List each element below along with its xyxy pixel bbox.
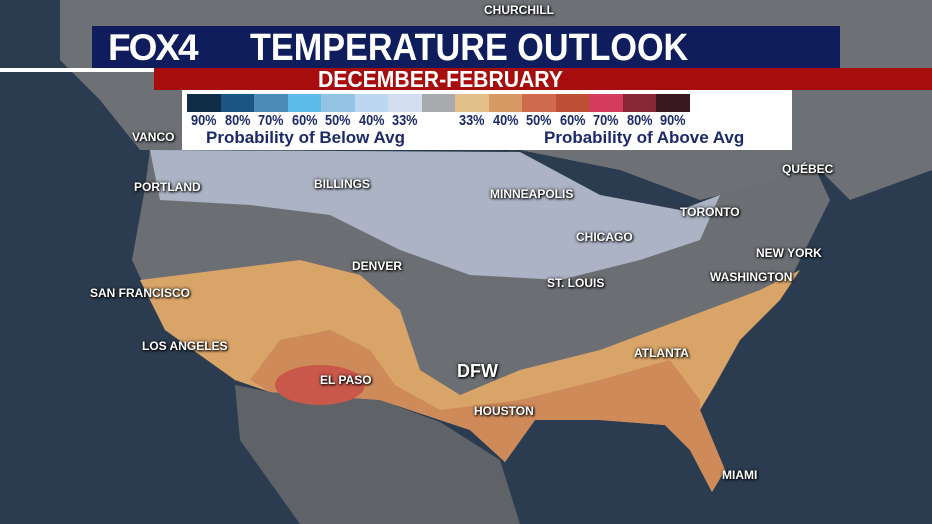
- page-title: TEMPERATURE OUTLOOK: [250, 27, 689, 69]
- city-label: CHICAGO: [576, 230, 633, 244]
- above-avg-33-region: [140, 260, 800, 492]
- below-avg-label: Probability of Below Avg: [206, 128, 405, 147]
- legend-swatch: [488, 94, 522, 112]
- city-label: VANCO: [132, 130, 175, 144]
- legend-percent: 50%: [324, 112, 351, 129]
- city-label: EL PASO: [320, 373, 372, 387]
- subtitle-bar: [154, 68, 932, 90]
- city-label: SAN FRANCISCO: [90, 286, 191, 300]
- city-label: ATLANTA: [634, 346, 689, 360]
- legend-percent: 90%: [659, 112, 686, 129]
- legend-percent: 90%: [190, 112, 217, 129]
- city-label: NEW YORK: [756, 246, 822, 260]
- legend-percent: 50%: [525, 112, 552, 129]
- legend-swatch: [622, 94, 656, 112]
- mexico-land: [235, 385, 520, 524]
- legend-swatch: [287, 94, 321, 112]
- below-avg-region: [150, 150, 720, 280]
- legend-percent: 80%: [626, 112, 653, 129]
- city-label: DENVER: [352, 259, 403, 273]
- legend-percent: 70%: [592, 112, 619, 129]
- legend-percent: 60%: [291, 112, 318, 129]
- subtitle: DECEMBER-FEBRUARY: [318, 66, 563, 92]
- legend-labels: 90% 80% 70% 60% 50% 40% 33% 33% 40% 50% 60% 70% 80% 9…: [187, 112, 772, 129]
- legend-swatch: [220, 94, 254, 112]
- legend-swatch: [254, 94, 288, 112]
- city-label: MINNEAPOLIS: [490, 187, 574, 201]
- legend-percent: 70%: [257, 112, 284, 129]
- legend-percent: 60%: [559, 112, 586, 129]
- legend-swatch: [589, 94, 623, 112]
- above-avg-40-region: [250, 330, 725, 492]
- legend-swatch: [555, 94, 589, 112]
- city-label: BILLINGS: [314, 177, 370, 191]
- city-label: TORONTO: [680, 205, 740, 219]
- legend-percent: 40%: [492, 112, 519, 129]
- legend-swatch: [656, 94, 690, 112]
- city-label: HOUSTON: [474, 404, 534, 418]
- city-label: WASHINGTON: [710, 270, 793, 284]
- city-label: LOS ANGELES: [142, 339, 228, 353]
- legend-swatch: [522, 94, 556, 112]
- legend-swatch: [354, 94, 388, 112]
- legend-percent: 33%: [458, 112, 485, 129]
- above-avg-50-region: [275, 365, 365, 405]
- legend-swatch: [187, 94, 221, 112]
- city-label: CHURCHILL: [484, 3, 554, 17]
- city-label: PORTLAND: [134, 180, 201, 194]
- legend-percent: 33%: [391, 112, 418, 129]
- fox4-logo: FOX4: [108, 27, 199, 68]
- dfw-label: DFW: [457, 361, 498, 381]
- city-label: MIAMI: [722, 468, 758, 482]
- legend-swatch: [388, 94, 422, 112]
- legend-percent: 40%: [358, 112, 385, 129]
- divider: [0, 68, 160, 72]
- legend-swatch: [455, 94, 489, 112]
- legend-swatch: [421, 94, 455, 112]
- legend-swatch: [321, 94, 355, 112]
- city-label: ST. LOUIS: [547, 276, 605, 290]
- city-label: QUÉBEC: [782, 162, 834, 176]
- title-bar: [92, 26, 840, 68]
- legend-percent: 80%: [224, 112, 251, 129]
- legend-swatches: [187, 94, 690, 112]
- legend: 90% 80% 70% 60% 50% 40% 33% 33% 40% 50% 60% 70% 80% 9…: [182, 90, 792, 150]
- above-avg-label: Probability of Above Avg: [544, 128, 745, 147]
